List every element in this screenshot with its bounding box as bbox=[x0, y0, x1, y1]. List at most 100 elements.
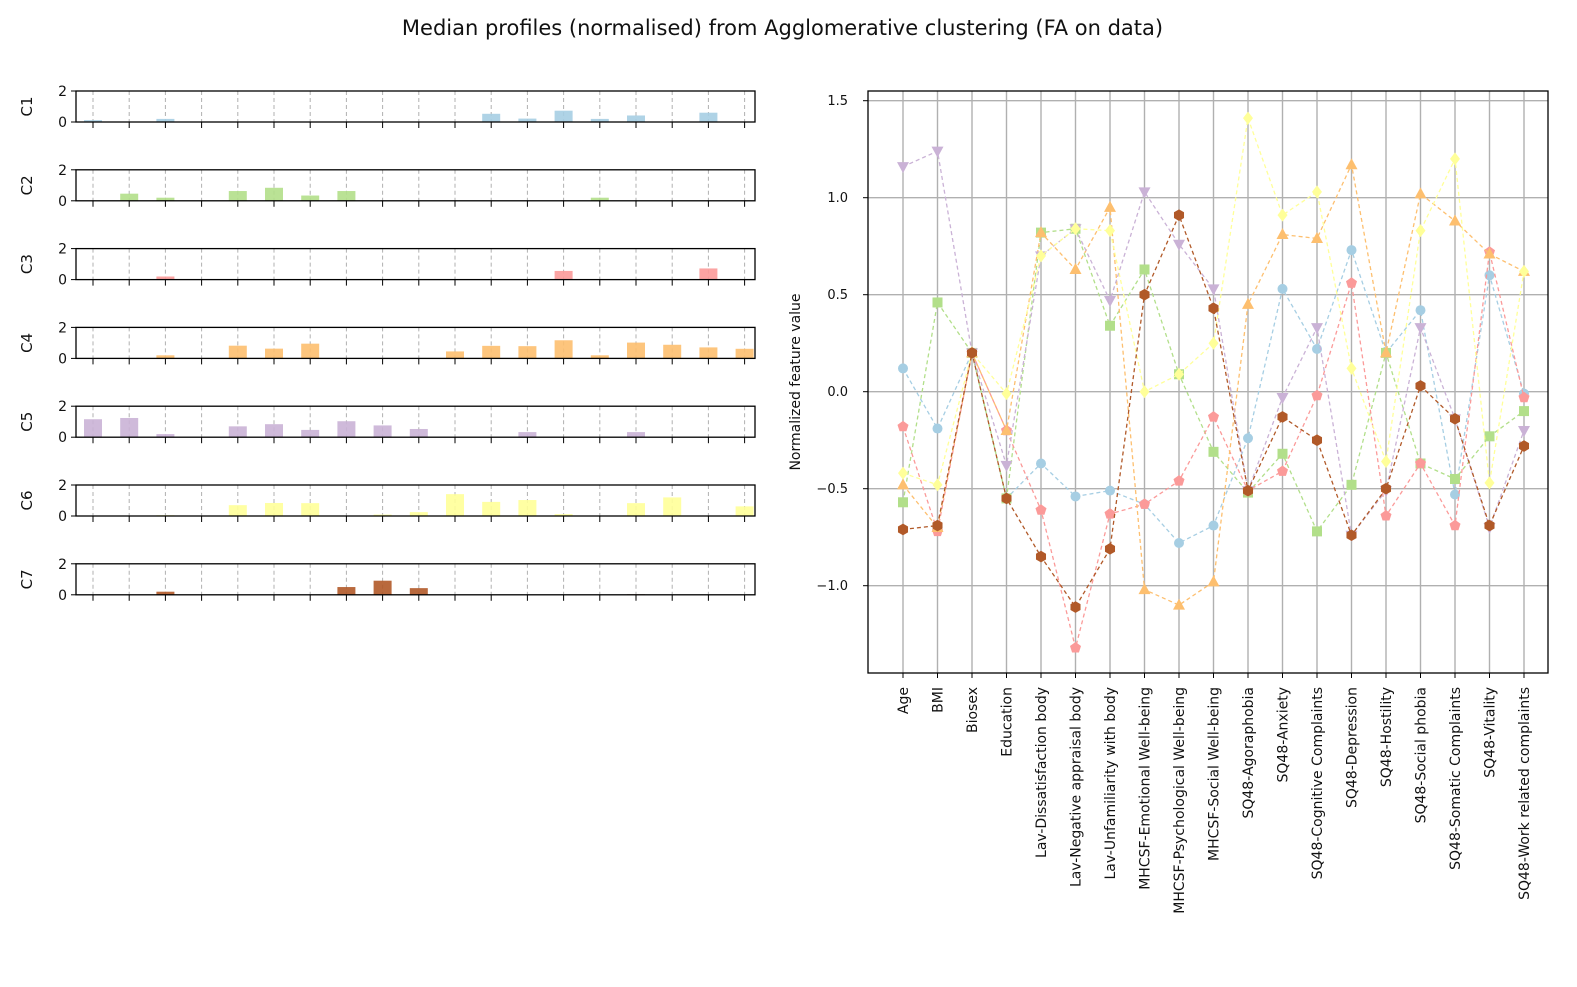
series-1-point bbox=[898, 363, 908, 374]
series-2-point bbox=[1139, 264, 1150, 275]
bar-c1-16 bbox=[627, 115, 645, 122]
series-2-point bbox=[1346, 479, 1357, 490]
bar-y-tick-label: 0 bbox=[58, 194, 67, 210]
bar-panel-c5: 0 2 C5 bbox=[18, 399, 756, 446]
bar-panel-frame bbox=[75, 484, 756, 517]
series-7-point bbox=[1242, 484, 1254, 497]
series-7-point bbox=[1070, 601, 1081, 613]
bar-panel-frame bbox=[75, 405, 756, 438]
bar-c3-18 bbox=[699, 268, 718, 280]
bar-panel-label: C2 bbox=[18, 175, 36, 195]
series-3-point bbox=[1276, 465, 1289, 476]
line-y-tick-label: 0.0 bbox=[827, 385, 848, 400]
series-4 bbox=[897, 158, 1530, 610]
line-x-tick-label: Age bbox=[896, 687, 912, 714]
line-x-tick-label: SQ48-Social phobia bbox=[1414, 687, 1430, 823]
series-3-point bbox=[1035, 504, 1047, 515]
bar-c2-8 bbox=[337, 191, 356, 201]
series-6-point bbox=[1346, 361, 1357, 375]
series-7-point bbox=[1449, 413, 1461, 425]
bar-panel-frame bbox=[75, 247, 756, 281]
series-4-point bbox=[1276, 228, 1289, 240]
series-7-point bbox=[1346, 529, 1357, 542]
bar-c2-5 bbox=[228, 191, 247, 201]
bar-c7-10 bbox=[409, 588, 428, 595]
bar-y-tick-label: 2 bbox=[58, 320, 67, 336]
line-x-tick-label: MHCSF-Psychological Well-being bbox=[1172, 687, 1188, 914]
bar-y-tick-label: 0 bbox=[58, 273, 67, 289]
bar-c7-8 bbox=[337, 587, 356, 595]
series-1-point bbox=[1036, 458, 1046, 469]
series-1-point bbox=[1174, 538, 1184, 549]
bar-y-tick-label: 0 bbox=[58, 351, 67, 367]
series-4-point bbox=[897, 478, 909, 490]
series-6-point bbox=[1450, 152, 1460, 166]
series-3-point bbox=[1138, 498, 1151, 509]
series-4-point bbox=[1138, 583, 1151, 595]
bar-c2-6 bbox=[265, 187, 283, 201]
bar-c1-18 bbox=[699, 112, 718, 122]
series-6-point bbox=[1277, 208, 1288, 222]
line-x-tick-label: SQ48-Vitality bbox=[1483, 687, 1499, 778]
series-7-point bbox=[1208, 302, 1219, 315]
series-6-point bbox=[1415, 224, 1426, 238]
bar-c6-14 bbox=[554, 514, 573, 516]
bar-c6-17 bbox=[663, 497, 682, 516]
bar-panel-c4: 0 2 C4 bbox=[18, 320, 756, 367]
series-4-point bbox=[1173, 598, 1185, 610]
series-5-point bbox=[1207, 284, 1220, 296]
bar-c5-16 bbox=[627, 432, 645, 438]
bar-panel-label: C6 bbox=[18, 490, 36, 510]
line-grid bbox=[868, 91, 1548, 673]
line-x-tick-label: Lav-Dissatisfaction body bbox=[1034, 687, 1050, 858]
series-5-point bbox=[1311, 323, 1323, 335]
series-4-point bbox=[1449, 214, 1461, 226]
bar-c5-5 bbox=[228, 426, 247, 438]
series-3-point bbox=[1380, 510, 1392, 521]
series-6-point bbox=[932, 478, 943, 492]
series-6-point bbox=[1139, 385, 1150, 399]
series-3-point bbox=[1518, 391, 1530, 403]
bar-c1-1 bbox=[84, 120, 102, 122]
series-3-point bbox=[1173, 475, 1185, 486]
bar-c7-9 bbox=[373, 580, 392, 595]
line-y-tick-label: −0.5 bbox=[816, 482, 848, 497]
bar-c4-13 bbox=[518, 346, 537, 359]
series-4-point bbox=[1069, 262, 1082, 274]
bar-c5-8 bbox=[337, 421, 356, 438]
bar-c5-9 bbox=[373, 425, 392, 438]
series-7-point bbox=[1415, 380, 1426, 392]
bar-y-tick-label: 0 bbox=[58, 430, 67, 446]
bar-panel-frame bbox=[75, 563, 756, 596]
line-x-tick-label: SQ48-Hostility bbox=[1379, 687, 1395, 787]
series-2-point bbox=[1208, 446, 1219, 457]
bar-panel-frame bbox=[75, 90, 756, 123]
series-3-point bbox=[897, 420, 909, 432]
bar-c4-11 bbox=[446, 351, 464, 359]
line-y-tick-label: −1.0 bbox=[816, 579, 848, 594]
line-x-tick-label: MHCSF-Emotional Well-being bbox=[1138, 687, 1154, 890]
series-2-point bbox=[1519, 406, 1529, 417]
series-1-point bbox=[1415, 305, 1426, 316]
line-x-tick-label: MHCSF-Social Well-being bbox=[1207, 687, 1223, 861]
line-chart: −1.0 −0.5 0.0 0.5 1.0 1.5 Age BMI Biosex Educatio… bbox=[788, 90, 1549, 914]
bar-c4-5 bbox=[228, 345, 247, 359]
series-1-point bbox=[1243, 433, 1253, 444]
series-6-point bbox=[898, 466, 908, 480]
series-7-point bbox=[1001, 492, 1012, 505]
bar-y-tick-label: 2 bbox=[58, 557, 67, 573]
series-4-point bbox=[1000, 424, 1013, 435]
bar-c4-12 bbox=[482, 345, 501, 359]
series-6-point bbox=[1208, 336, 1219, 350]
series-6-point bbox=[1036, 249, 1046, 263]
series-3-point bbox=[1345, 277, 1358, 288]
bar-c4-6 bbox=[265, 348, 283, 359]
series-5-point bbox=[931, 146, 944, 158]
series-5-point bbox=[1138, 187, 1151, 199]
bar-c1-12 bbox=[482, 113, 501, 122]
series-6-point bbox=[1001, 387, 1012, 401]
series-7-point bbox=[1277, 411, 1288, 423]
series-5-point bbox=[1104, 296, 1116, 308]
series-1-point bbox=[1277, 283, 1288, 294]
series-7-point bbox=[1311, 434, 1323, 446]
